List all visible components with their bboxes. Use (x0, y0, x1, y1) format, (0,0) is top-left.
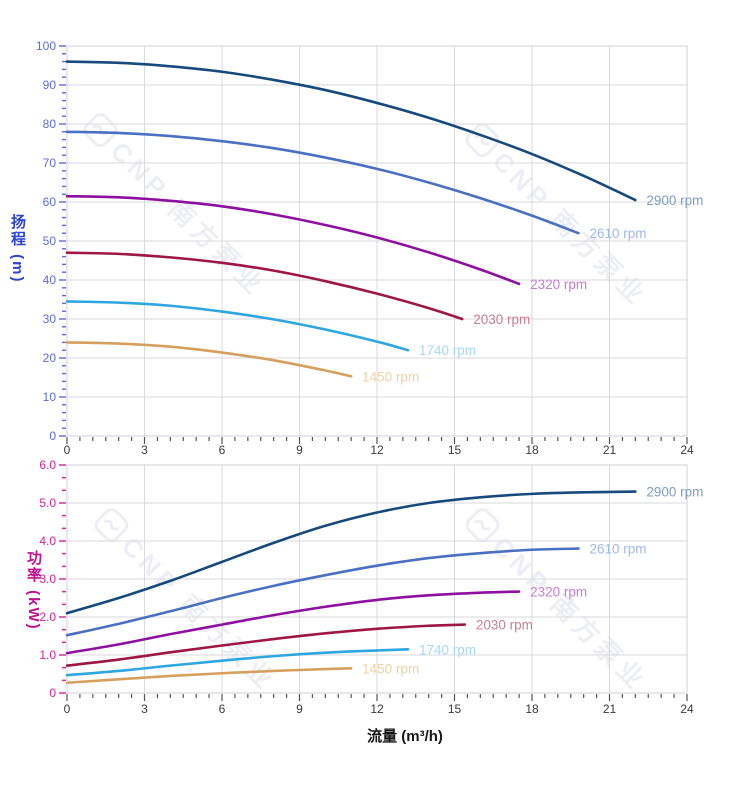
series-label: 2900 rpm (646, 193, 703, 208)
series-curve (65, 648, 410, 677)
y-tick-label: 10 (43, 390, 57, 404)
series-label: 2030 rpm (476, 618, 533, 633)
y-tick-label: 20 (43, 351, 57, 365)
x-tick-label: 3 (141, 443, 148, 457)
y-tick-label: 90 (43, 78, 57, 92)
series-curve (65, 623, 467, 667)
series-curve (65, 251, 464, 321)
y-tick-label: 5.0 (39, 496, 56, 510)
cnp-logo-icon (465, 507, 500, 542)
y-tick-label: 0 (49, 686, 56, 700)
series-label: 1740 rpm (419, 343, 476, 358)
x-tick-label: 6 (219, 443, 226, 457)
series-curve (65, 60, 637, 202)
x-tick-label: 18 (525, 702, 539, 716)
series-curve (65, 194, 521, 286)
series-curve (65, 590, 521, 655)
power-y-axis-title: 功率 (kW) (25, 550, 42, 631)
y-tick-label: 30 (43, 312, 57, 326)
x-tick-label: 15 (448, 702, 462, 716)
x-tick-label: 0 (64, 443, 71, 457)
x-tick-label: 12 (370, 702, 384, 716)
plot-border (66, 464, 688, 694)
x-tick-label: 21 (603, 702, 617, 716)
y-tick-label: 100 (36, 39, 56, 53)
head-chart: 0 3 6 9 12 15 18 21 24 0 10 20 30 40 50 60 70 80 90 100 2900… (36, 39, 703, 457)
head-y-axis-title: 扬程 (m) (9, 214, 26, 284)
power-chart: 0 3 6 9 12 15 18 21 24 0 1.0 2.0 3.0 4.0 5.0 6.0 2900 rp… (39, 458, 703, 716)
flow-x-axis-title: 流量 (m³/h) (367, 728, 443, 745)
series-label: 1450 rpm (362, 661, 419, 676)
x-tick-label: 0 (64, 702, 71, 716)
x-tick-label: 18 (525, 443, 539, 457)
x-tick-label: 24 (680, 702, 694, 716)
y-tick-label: 3.0 (39, 572, 56, 586)
x-tick-label: 9 (296, 702, 303, 716)
y-tick-label: 70 (43, 156, 57, 170)
series-label: 1450 rpm (362, 369, 419, 384)
y-tick-label: 0 (49, 429, 56, 443)
series-label: 2030 rpm (473, 312, 530, 327)
series-label: 2320 rpm (530, 585, 587, 600)
x-tick-label: 6 (219, 702, 226, 716)
series-label: 2900 rpm (646, 485, 703, 500)
y-tick-label: 60 (43, 195, 57, 209)
series-curve (65, 490, 637, 615)
x-tick-label: 24 (680, 443, 694, 457)
cnp-logo-icon (94, 507, 129, 542)
watermark: CNP 南方泵业 (88, 501, 286, 699)
series-curve (65, 341, 353, 378)
y-tick-label: 4.0 (39, 534, 56, 548)
series-label: 2320 rpm (530, 277, 587, 292)
y-tick-label: 40 (43, 273, 57, 287)
x-tick-label: 12 (370, 443, 384, 457)
y-tick-label: 80 (43, 117, 57, 131)
series-label: 2610 rpm (590, 226, 647, 241)
y-tick-label: 6.0 (39, 458, 56, 472)
series-curve (65, 667, 353, 685)
series-curve (65, 300, 410, 352)
x-tick-label: 21 (603, 443, 617, 457)
x-tick-label: 15 (448, 443, 462, 457)
series-label: 1740 rpm (419, 642, 476, 657)
watermark: CNP 南方泵业 (459, 501, 657, 699)
y-tick-label: 1.0 (39, 648, 56, 662)
series-label: 2610 rpm (590, 542, 647, 557)
series-curve (65, 130, 580, 235)
x-tick-label: 9 (296, 443, 303, 457)
y-tick-label: 2.0 (39, 610, 56, 624)
x-tick-label: 3 (141, 702, 148, 716)
series-curve (65, 547, 580, 637)
y-tick-label: 50 (43, 234, 57, 248)
plot-border (66, 45, 688, 437)
